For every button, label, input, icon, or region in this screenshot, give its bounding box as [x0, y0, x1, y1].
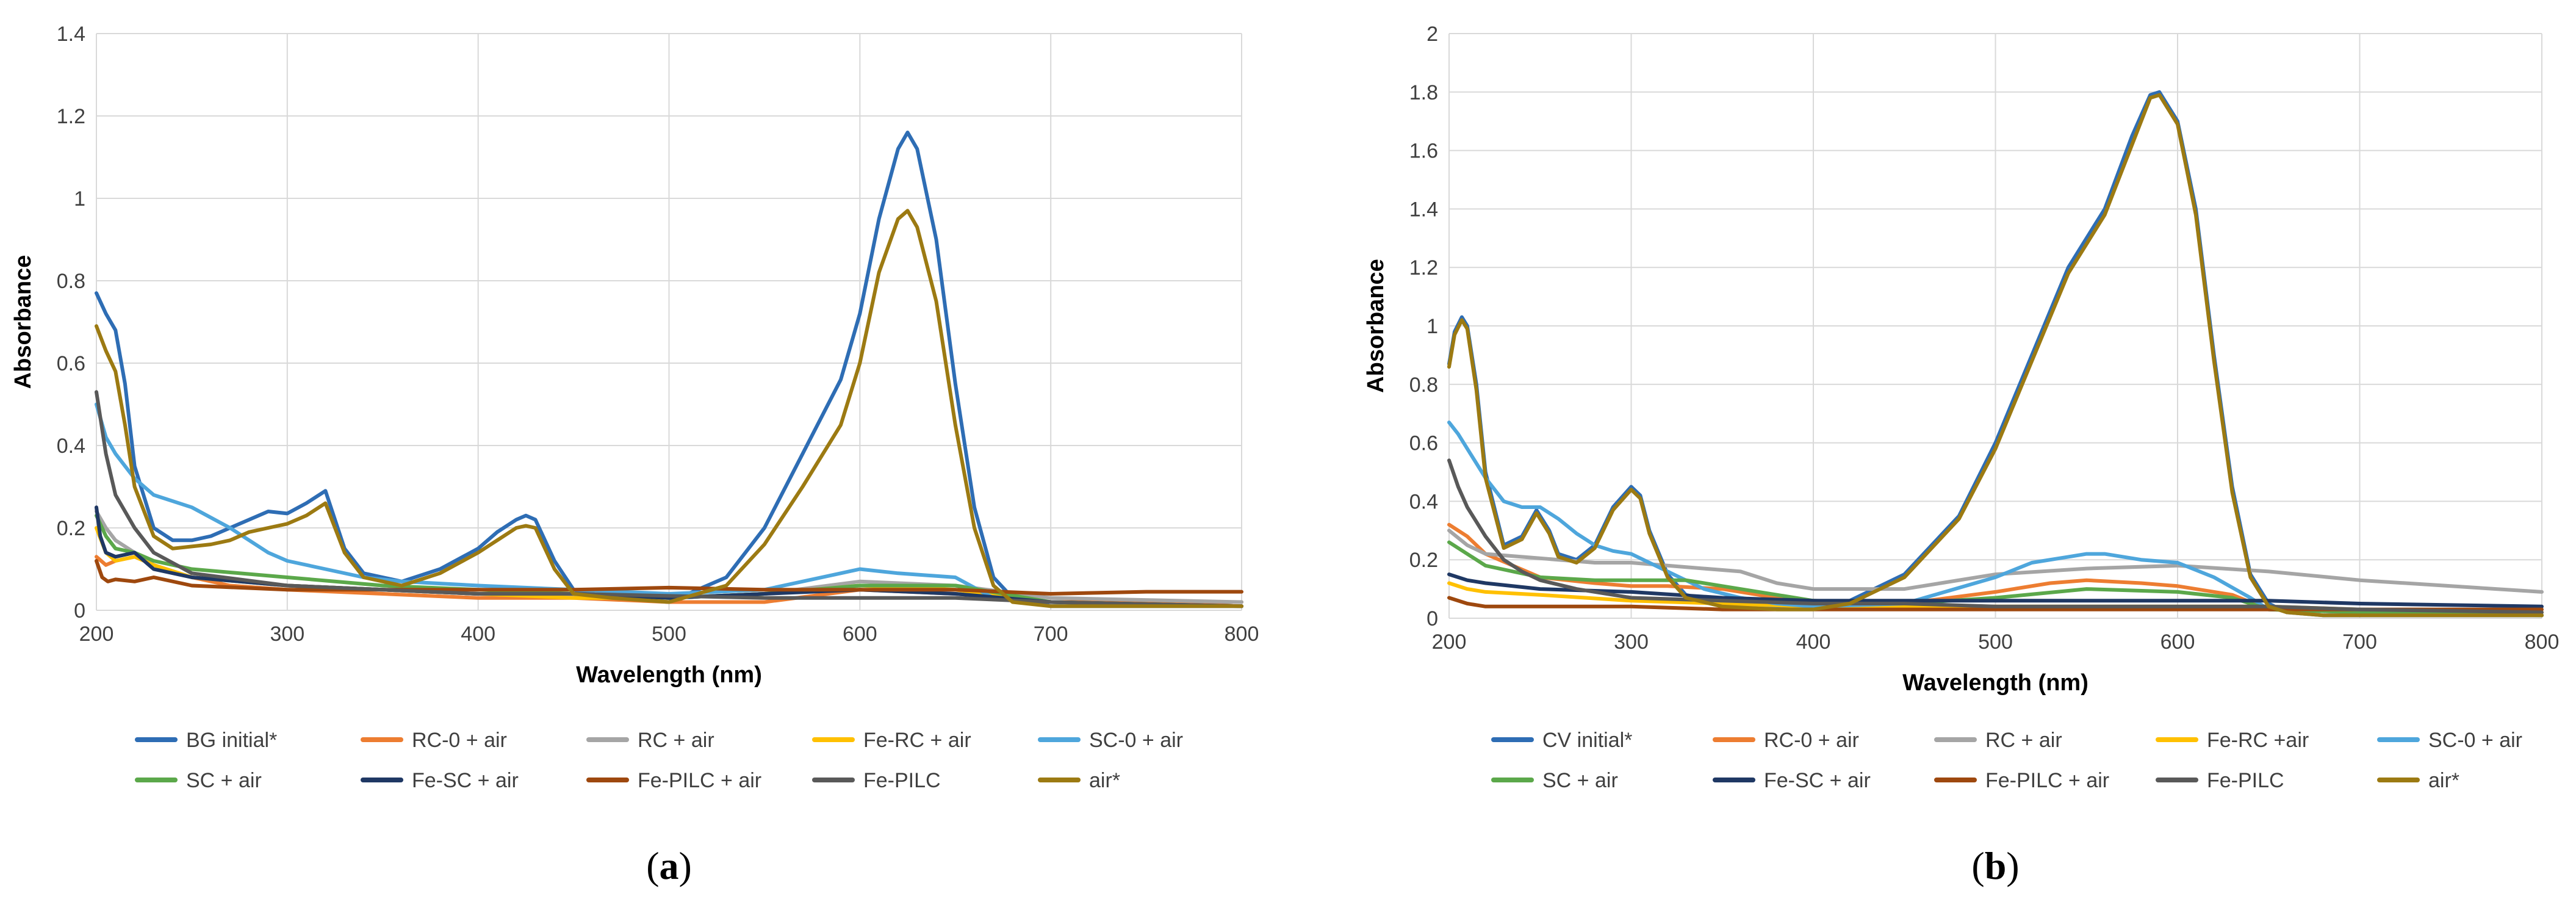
- series-line-b-7: [1447, 596, 2544, 612]
- panel-label-part: a: [660, 844, 679, 887]
- series-line-b-2: [1447, 529, 2544, 594]
- y-tick-label-b: 0.6: [1409, 432, 1438, 455]
- y-tick-label-a: 0.2: [57, 517, 85, 540]
- panel-label-part: (: [1971, 844, 1984, 887]
- legend-label-a-3: Fe-RC + air: [863, 729, 971, 752]
- series-line-a-0: [95, 131, 1243, 608]
- legend-label-a-1: RC-0 + air: [412, 729, 507, 752]
- x-tick-label-a: 800: [1225, 622, 1259, 646]
- series-line-a-4: [95, 402, 1243, 608]
- legend-label-b-6: Fe-SC + air: [1764, 769, 1871, 792]
- y-axis-title-b: Absorbance: [1363, 259, 1389, 393]
- x-tick-label-b: 200: [1432, 630, 1467, 654]
- y-tick-label-b: 0.4: [1409, 490, 1438, 513]
- legend-label-a-0: BG initial*: [186, 729, 277, 752]
- panel-label-part: ): [679, 844, 692, 887]
- x-tick-label-a: 300: [270, 622, 304, 646]
- series-line-a-5: [95, 513, 1243, 608]
- series-line-b-9: [1447, 93, 2544, 618]
- x-tick-label-b: 400: [1796, 630, 1831, 654]
- panel-label-a: (a): [646, 844, 692, 887]
- x-tick-label-a: 200: [79, 622, 114, 646]
- y-tick-label-a: 1: [74, 187, 85, 211]
- legend-label-a-4: SC-0 + air: [1089, 729, 1183, 752]
- x-tick-label-a: 400: [461, 622, 495, 646]
- y-tick-label-b: 0.8: [1409, 374, 1438, 397]
- x-tick-label-a: 500: [652, 622, 686, 646]
- x-tick-label-b: 300: [1614, 630, 1649, 654]
- x-tick-label-b: 600: [2160, 630, 2195, 654]
- x-axis-title-b: Wavelength (nm): [1902, 670, 2089, 696]
- y-tick-label-a: 0.8: [57, 270, 85, 293]
- chart-panel-b: 0 0.2 0.4 0.6 0.8 1 1.2 1.4 1.6 1.8 2 200 300 400 500 6…: [1363, 23, 2559, 887]
- y-axis-title-a: Absorbance: [10, 255, 36, 389]
- x-tick-label-a: 600: [843, 622, 877, 646]
- y-tick-label-a: 0.4: [57, 435, 85, 458]
- legend-label-b-1: RC-0 + air: [1764, 729, 1859, 752]
- y-tick-label-b: 2: [1427, 23, 1438, 46]
- panel-label-part: b: [1985, 844, 2007, 887]
- legend-label-b-4: SC-0 + air: [2428, 729, 2522, 752]
- legend-label-b-5: SC + air: [1542, 769, 1618, 792]
- legend-label-b-0: CV initial*: [1542, 729, 1632, 752]
- y-tick-label-b: 1.4: [1409, 198, 1438, 221]
- x-tick-label-b: 500: [1978, 630, 2013, 654]
- panel-label-b: (b): [1971, 844, 2019, 887]
- x-tick-label-b: 700: [2342, 630, 2377, 654]
- legend-label-a-6: Fe-SC + air: [412, 769, 519, 792]
- y-tick-label-b: 1.2: [1409, 256, 1438, 280]
- legend-label-a-9: air*: [1089, 769, 1120, 792]
- y-tick-label-b: 1.8: [1409, 81, 1438, 104]
- x-tick-label-a: 700: [1034, 622, 1068, 646]
- chart-panel-a: 0 0.2 0.4 0.6 0.8 1 1.2 1.4 200 300 400 500 600 700 80…: [10, 23, 1259, 887]
- y-tick-label-a: 0: [74, 599, 85, 622]
- x-tick-label-b: 800: [2525, 630, 2560, 654]
- y-tick-label-b: 0.2: [1409, 549, 1438, 572]
- series-line-b-8: [1447, 458, 2544, 615]
- y-tick-label-a: 1.2: [57, 105, 85, 128]
- legend-label-b-8: Fe-PILC: [2207, 769, 2284, 792]
- legend-label-a-7: Fe-PILC + air: [638, 769, 761, 792]
- y-tick-label-b: 1: [1427, 315, 1438, 338]
- panel-label-part: ): [2006, 844, 2019, 887]
- legend-label-a-2: RC + air: [638, 729, 714, 752]
- y-tick-label-b: 1.6: [1409, 140, 1438, 163]
- y-tick-label-a: 1.4: [57, 23, 85, 46]
- x-axis-title-a: Wavelength (nm): [576, 662, 762, 688]
- y-tick-label-b: 0: [1427, 607, 1438, 630]
- legend-label-b-7: Fe-PILC + air: [1985, 769, 2109, 792]
- series-line-a-7: [95, 559, 1243, 596]
- legend-label-a-5: SC + air: [186, 769, 262, 792]
- legend-label-a-8: Fe-PILC: [863, 769, 941, 792]
- y-tick-label-a: 0.6: [57, 352, 85, 375]
- legend-label-b-9: air*: [2428, 769, 2459, 792]
- legend-label-b-3: Fe-RC +air: [2207, 729, 2309, 752]
- series-line-a-8: [95, 390, 1243, 608]
- legend-label-b-2: RC + air: [1985, 729, 2062, 752]
- panel-label-part: (: [646, 844, 659, 887]
- series-line-a-9: [95, 209, 1243, 608]
